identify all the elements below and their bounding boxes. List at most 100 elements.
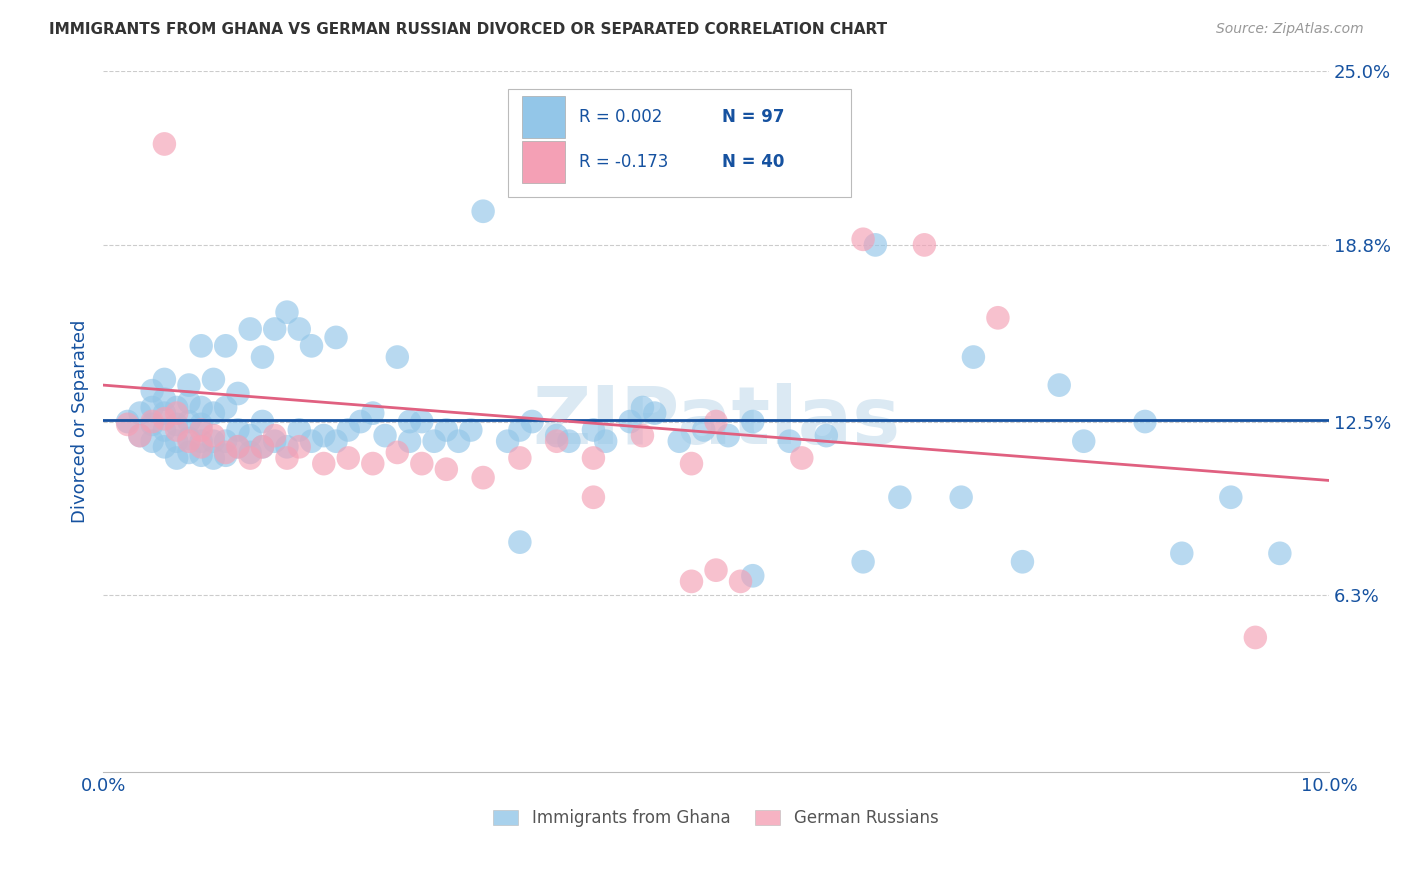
Ellipse shape [582, 418, 605, 442]
Ellipse shape [177, 429, 201, 453]
Ellipse shape [471, 200, 495, 223]
Ellipse shape [557, 429, 581, 453]
Ellipse shape [1170, 541, 1194, 566]
Ellipse shape [153, 435, 176, 458]
Ellipse shape [325, 429, 347, 453]
Ellipse shape [336, 418, 360, 442]
Bar [523, 141, 565, 183]
Ellipse shape [422, 429, 446, 453]
Ellipse shape [214, 396, 238, 419]
Ellipse shape [153, 407, 176, 431]
Ellipse shape [704, 558, 728, 582]
Ellipse shape [153, 387, 176, 411]
Ellipse shape [177, 441, 201, 464]
Ellipse shape [1244, 625, 1267, 649]
Ellipse shape [434, 418, 458, 442]
Ellipse shape [263, 318, 287, 341]
Ellipse shape [496, 429, 519, 453]
Ellipse shape [201, 401, 225, 425]
Ellipse shape [276, 446, 298, 470]
Ellipse shape [201, 424, 225, 448]
Ellipse shape [214, 443, 238, 467]
Ellipse shape [263, 424, 287, 448]
Ellipse shape [165, 429, 188, 453]
Text: N = 97: N = 97 [723, 108, 785, 126]
Ellipse shape [201, 429, 225, 453]
Ellipse shape [276, 435, 298, 458]
Bar [523, 95, 565, 137]
Ellipse shape [349, 409, 373, 434]
Ellipse shape [239, 441, 262, 464]
Ellipse shape [128, 424, 152, 448]
Ellipse shape [582, 446, 605, 470]
Y-axis label: Divorced or Separated: Divorced or Separated [72, 320, 89, 524]
Ellipse shape [239, 424, 262, 448]
Ellipse shape [201, 368, 225, 392]
Ellipse shape [287, 418, 311, 442]
Ellipse shape [128, 401, 152, 425]
Ellipse shape [447, 429, 471, 453]
Ellipse shape [398, 429, 422, 453]
Ellipse shape [153, 401, 176, 425]
Ellipse shape [177, 390, 201, 414]
Ellipse shape [717, 424, 740, 448]
Ellipse shape [336, 446, 360, 470]
Ellipse shape [299, 334, 323, 358]
Ellipse shape [141, 409, 165, 434]
Ellipse shape [190, 429, 212, 453]
Ellipse shape [1011, 549, 1035, 574]
Ellipse shape [226, 435, 250, 458]
Ellipse shape [962, 345, 986, 369]
Ellipse shape [128, 424, 152, 448]
Ellipse shape [250, 345, 274, 369]
Ellipse shape [361, 451, 384, 475]
Ellipse shape [704, 409, 728, 434]
Ellipse shape [1047, 373, 1071, 397]
Ellipse shape [778, 429, 801, 453]
FancyBboxPatch shape [508, 88, 851, 197]
Ellipse shape [115, 409, 139, 434]
Ellipse shape [361, 401, 384, 425]
Ellipse shape [276, 301, 298, 324]
Ellipse shape [177, 409, 201, 434]
Ellipse shape [287, 435, 311, 458]
Ellipse shape [177, 373, 201, 397]
Ellipse shape [741, 564, 765, 588]
Ellipse shape [889, 485, 911, 509]
Ellipse shape [214, 429, 238, 453]
Text: Source: ZipAtlas.com: Source: ZipAtlas.com [1216, 22, 1364, 37]
Text: ZIPatlas: ZIPatlas [531, 383, 900, 460]
Ellipse shape [814, 424, 838, 448]
Ellipse shape [165, 412, 188, 436]
Ellipse shape [852, 549, 875, 574]
Ellipse shape [668, 429, 690, 453]
Ellipse shape [679, 451, 703, 475]
Ellipse shape [201, 446, 225, 470]
Ellipse shape [385, 441, 409, 464]
Ellipse shape [374, 424, 396, 448]
Ellipse shape [263, 429, 287, 453]
Text: IMMIGRANTS FROM GHANA VS GERMAN RUSSIAN DIVORCED OR SEPARATED CORRELATION CHART: IMMIGRANTS FROM GHANA VS GERMAN RUSSIAN … [49, 22, 887, 37]
Ellipse shape [471, 466, 495, 490]
Ellipse shape [385, 345, 409, 369]
Ellipse shape [177, 426, 201, 450]
Ellipse shape [250, 409, 274, 434]
Ellipse shape [190, 443, 212, 467]
Ellipse shape [593, 429, 617, 453]
Ellipse shape [986, 306, 1010, 330]
Ellipse shape [190, 412, 212, 436]
Ellipse shape [1133, 409, 1157, 434]
Ellipse shape [239, 446, 262, 470]
Ellipse shape [949, 485, 973, 509]
Ellipse shape [226, 382, 250, 405]
Ellipse shape [398, 409, 422, 434]
Ellipse shape [226, 435, 250, 458]
Ellipse shape [190, 435, 212, 458]
Ellipse shape [728, 569, 752, 593]
Ellipse shape [643, 401, 666, 425]
Ellipse shape [141, 412, 165, 436]
Ellipse shape [631, 424, 654, 448]
Ellipse shape [1071, 429, 1095, 453]
Ellipse shape [508, 418, 531, 442]
Ellipse shape [852, 227, 875, 252]
